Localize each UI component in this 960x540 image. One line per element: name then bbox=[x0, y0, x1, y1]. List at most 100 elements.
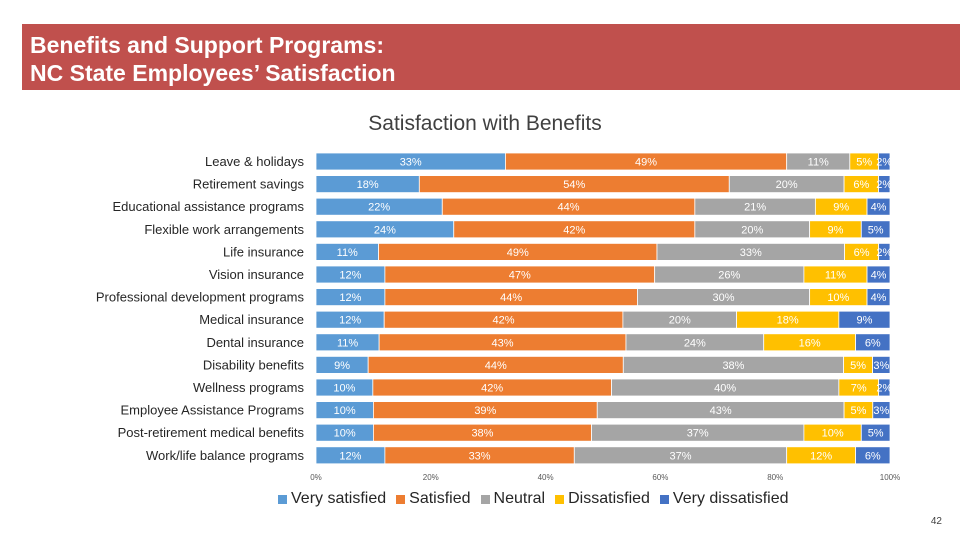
bar-very-dissatisfied-employee-assistance-programs bbox=[872, 401, 891, 420]
data-label-very-dissatisfied-leave-holidays: 2% bbox=[876, 157, 892, 169]
bar-very-dissatisfied-vision-insurance bbox=[866, 265, 891, 284]
bar-very-dissatisfied-leave-holidays bbox=[878, 152, 891, 171]
data-label-satisfied-life-insurance: 49% bbox=[507, 247, 529, 259]
slide-title-line-1: Benefits and Support Programs: bbox=[30, 32, 384, 58]
bar-very-dissatisfied-dental-insurance bbox=[855, 333, 891, 352]
data-label-dissatisfied-life-insurance: 6% bbox=[854, 247, 870, 259]
data-label-satisfied-vision-insurance: 47% bbox=[509, 270, 531, 282]
data-label-neutral-wellness-programs: 40% bbox=[714, 383, 736, 395]
data-label-very-dissatisfied-vision-insurance: 4% bbox=[871, 270, 887, 282]
category-label-wellness-programs: Wellness programs bbox=[193, 380, 305, 395]
legend-label-dissatisfied: Dissatisfied bbox=[568, 490, 650, 507]
data-label-satisfied-post-retirement-medical-benefits: 38% bbox=[471, 428, 493, 440]
legend-swatch-very-dissatisfied bbox=[659, 494, 669, 504]
data-label-very-dissatisfied-employee-assistance-programs: 3% bbox=[873, 405, 889, 417]
data-label-very-satisfied-employee-assistance-programs: 10% bbox=[334, 405, 356, 417]
data-label-satisfied-employee-assistance-programs: 39% bbox=[474, 405, 496, 417]
data-label-very-satisfied-life-insurance: 11% bbox=[337, 247, 358, 259]
x-tick-label-0: 0% bbox=[310, 473, 322, 482]
data-label-dissatisfied-work-life-balance-programs: 12% bbox=[810, 450, 832, 462]
data-label-neutral-dental-insurance: 24% bbox=[684, 337, 706, 349]
data-label-dissatisfied-post-retirement-medical-benefits: 10% bbox=[822, 428, 844, 440]
data-label-dissatisfied-dental-insurance: 16% bbox=[799, 337, 821, 349]
page-number: 42 bbox=[930, 516, 942, 527]
bar-very-dissatisfied-educational-assistance-programs bbox=[866, 197, 891, 216]
data-label-neutral-medical-insurance: 20% bbox=[669, 315, 691, 327]
data-label-very-dissatisfied-work-life-balance-programs: 6% bbox=[865, 450, 881, 462]
category-label-work-life-balance-programs: Work/life balance programs bbox=[146, 448, 304, 463]
data-label-very-satisfied-leave-holidays: 33% bbox=[400, 157, 422, 169]
data-label-satisfied-flexible-work-arrangements: 42% bbox=[563, 224, 585, 236]
bar-very-dissatisfied-professional-development-programs bbox=[866, 288, 891, 307]
data-label-satisfied-dental-insurance: 43% bbox=[492, 337, 514, 349]
data-label-satisfied-professional-development-programs: 44% bbox=[500, 292, 522, 304]
data-label-very-dissatisfied-flexible-work-arrangements: 5% bbox=[868, 224, 884, 236]
data-label-neutral-professional-development-programs: 30% bbox=[713, 292, 735, 304]
data-label-very-satisfied-vision-insurance: 12% bbox=[339, 270, 361, 282]
data-label-neutral-employee-assistance-programs: 43% bbox=[710, 405, 732, 417]
legend-swatch-very-satisfied bbox=[278, 494, 287, 504]
data-label-dissatisfied-flexible-work-arrangements: 9% bbox=[828, 224, 844, 236]
data-label-neutral-work-life-balance-programs: 37% bbox=[669, 450, 691, 462]
data-label-dissatisfied-leave-holidays: 5% bbox=[856, 157, 872, 169]
category-label-medical-insurance: Medical insurance bbox=[199, 312, 304, 327]
data-label-dissatisfied-retirement-savings: 6% bbox=[853, 179, 869, 191]
data-label-neutral-educational-assistance-programs: 21% bbox=[744, 202, 766, 214]
legend-item-very-satisfied: Very satisfied bbox=[278, 490, 386, 508]
data-label-very-satisfied-flexible-work-arrangements: 24% bbox=[374, 224, 396, 236]
data-label-very-dissatisfied-medical-insurance: 9% bbox=[856, 315, 872, 327]
legend-label-very-satisfied: Very satisfied bbox=[291, 490, 387, 507]
x-tick-label-5: 100% bbox=[880, 473, 900, 482]
category-label-dental-insurance: Dental insurance bbox=[206, 335, 304, 350]
chart-legend: Very satisfied Satisfied Neutral Dissatisfi… bbox=[278, 490, 799, 508]
data-label-very-dissatisfied-disability-benefits: 3% bbox=[873, 360, 889, 372]
data-label-neutral-life-insurance: 33% bbox=[740, 247, 762, 259]
slide-title: Benefits and Support Programs: NC State … bbox=[30, 31, 396, 87]
data-label-neutral-leave-holidays: 11% bbox=[808, 157, 829, 169]
data-label-very-satisfied-dental-insurance: 11% bbox=[337, 337, 358, 349]
category-label-disability-benefits: Disability benefits bbox=[203, 357, 305, 372]
legend-label-very-dissatisfied: Very dissatisfied bbox=[672, 490, 789, 507]
data-label-dissatisfied-employee-assistance-programs: 5% bbox=[850, 405, 866, 417]
bar-very-dissatisfied-work-life-balance-programs bbox=[855, 446, 891, 465]
category-label-flexible-work-arrangements: Flexible work arrangements bbox=[144, 222, 304, 237]
data-label-dissatisfied-educational-assistance-programs: 9% bbox=[833, 202, 849, 214]
data-label-satisfied-disability-benefits: 44% bbox=[485, 360, 507, 372]
data-label-very-satisfied-wellness-programs: 10% bbox=[333, 383, 355, 395]
bar-very-dissatisfied-post-retirement-medical-benefits bbox=[860, 423, 891, 442]
legend-swatch-dissatisfied bbox=[555, 494, 565, 504]
legend-swatch-satisfied bbox=[396, 494, 406, 504]
data-label-neutral-vision-insurance: 26% bbox=[718, 270, 740, 282]
category-label-professional-development-programs: Professional development programs bbox=[96, 290, 305, 305]
category-label-employee-assistance-programs: Employee Assistance Programs bbox=[120, 403, 304, 418]
legend-item-dissatisfied: Dissatisfied bbox=[555, 490, 650, 508]
slide-title-line-2: NC State Employees’ Satisfaction bbox=[30, 60, 396, 86]
data-label-very-satisfied-professional-development-programs: 12% bbox=[339, 292, 361, 304]
data-label-very-satisfied-disability-benefits: 9% bbox=[334, 360, 350, 372]
data-label-satisfied-leave-holidays: 49% bbox=[635, 157, 657, 169]
data-label-very-dissatisfied-professional-development-programs: 4% bbox=[871, 292, 887, 304]
category-label-vision-insurance: Vision insurance bbox=[209, 267, 304, 282]
category-label-educational-assistance-programs: Educational assistance programs bbox=[113, 199, 305, 214]
data-label-satisfied-work-life-balance-programs: 33% bbox=[469, 450, 491, 462]
data-label-very-dissatisfied-educational-assistance-programs: 4% bbox=[871, 202, 887, 214]
data-label-dissatisfied-medical-insurance: 18% bbox=[777, 315, 799, 327]
title-banner: Benefits and Support Programs: NC State … bbox=[22, 24, 960, 90]
category-label-life-insurance: Life insurance bbox=[223, 244, 304, 259]
legend-label-neutral: Neutral bbox=[493, 490, 546, 507]
legend-swatch-neutral bbox=[480, 494, 490, 504]
data-label-satisfied-medical-insurance: 42% bbox=[493, 315, 515, 327]
data-label-very-satisfied-educational-assistance-programs: 22% bbox=[368, 202, 390, 214]
data-label-very-satisfied-retirement-savings: 18% bbox=[357, 179, 379, 191]
data-label-dissatisfied-vision-insurance: 11% bbox=[825, 270, 846, 282]
category-label-post-retirement-medical-benefits: Post-retirement medical benefits bbox=[118, 425, 305, 440]
data-label-satisfied-educational-assistance-programs: 44% bbox=[558, 202, 580, 214]
legend-label-satisfied: Satisfied bbox=[409, 490, 471, 507]
x-tick-label-3: 60% bbox=[652, 473, 668, 482]
x-tick-label-2: 40% bbox=[538, 473, 554, 482]
data-label-dissatisfied-professional-development-programs: 10% bbox=[827, 292, 849, 304]
data-label-very-dissatisfied-life-insurance: 2% bbox=[876, 247, 892, 259]
data-label-dissatisfied-disability-benefits: 5% bbox=[850, 360, 866, 372]
data-label-neutral-flexible-work-arrangements: 20% bbox=[741, 224, 763, 236]
